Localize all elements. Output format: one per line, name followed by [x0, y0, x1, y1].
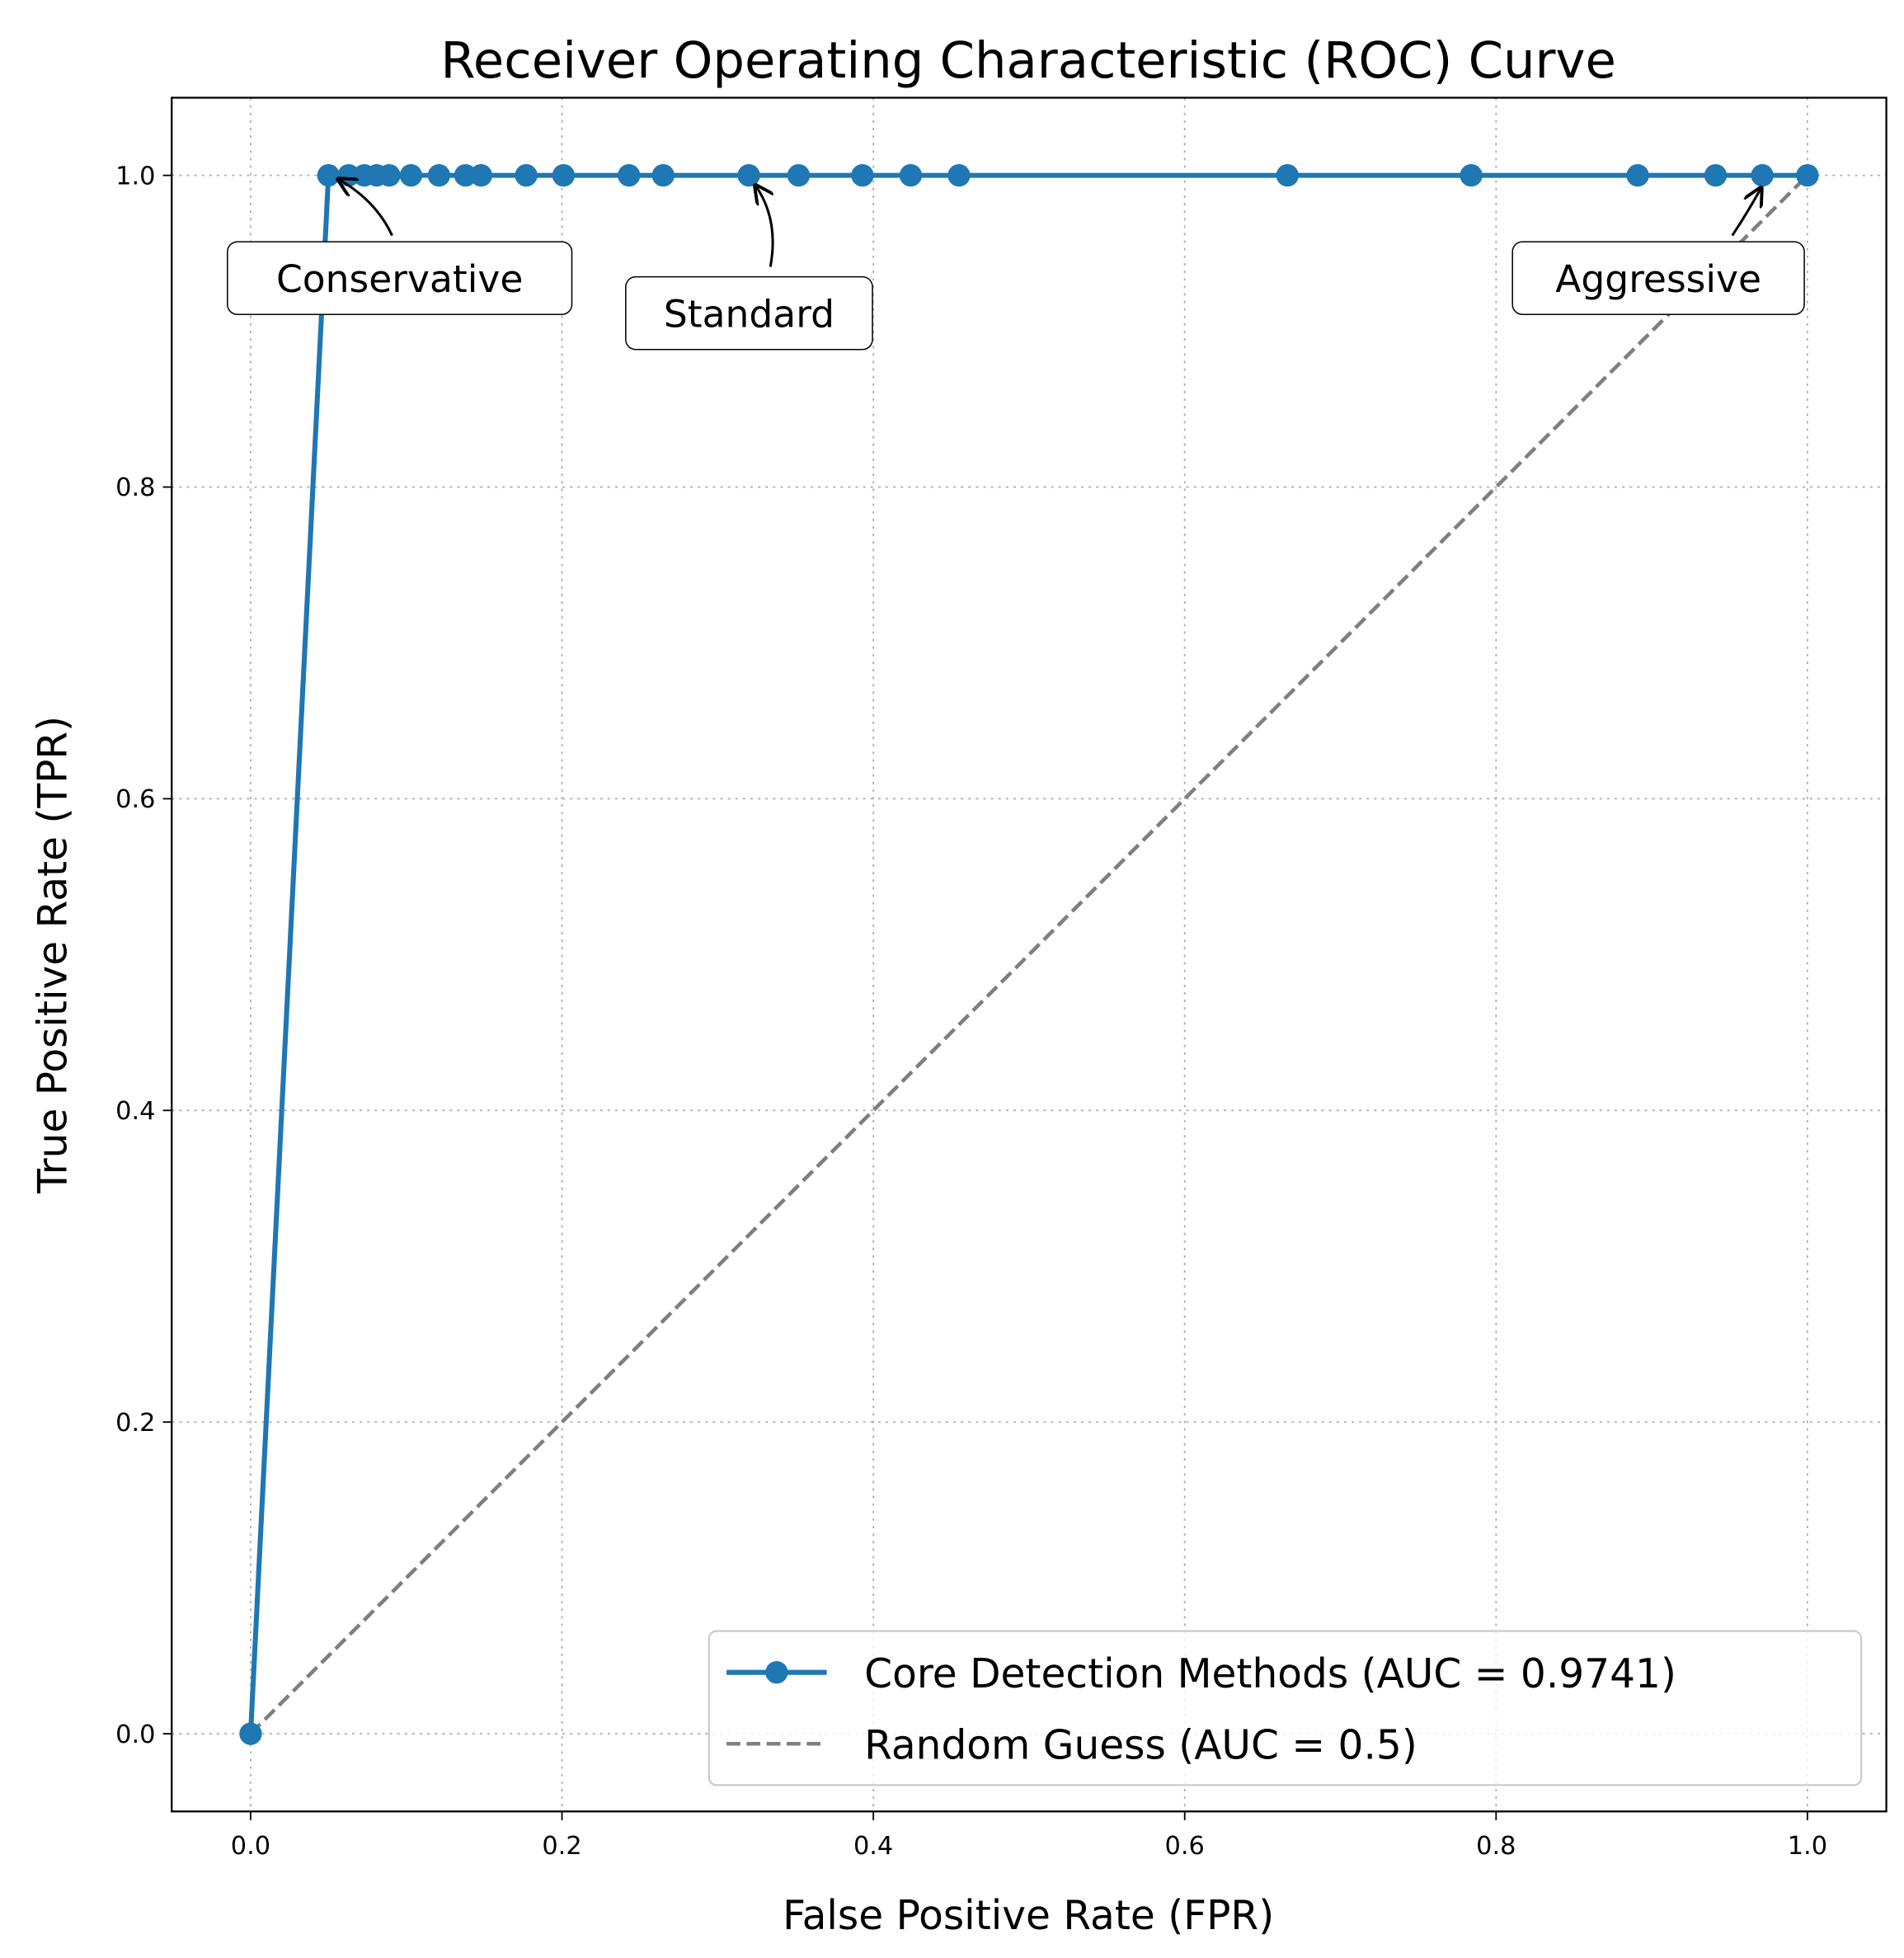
annotation-arrow — [755, 186, 774, 267]
legend-label-random: Random Guess (AUC = 0.5) — [864, 1722, 1417, 1768]
annotation-box — [227, 241, 573, 315]
roc-point — [851, 163, 874, 187]
roc-point — [427, 163, 451, 187]
x-tick-label: 0.8 — [1476, 1832, 1516, 1861]
annotation-label: Aggressive — [1555, 257, 1761, 301]
roc-point — [618, 163, 641, 187]
annotation-arrow — [1731, 188, 1761, 237]
x-tick-label: 0.4 — [853, 1832, 893, 1861]
roc-point — [1751, 163, 1774, 187]
annotation-box — [1511, 241, 1805, 315]
roc-point — [787, 163, 811, 187]
y-tick-label: 1.0 — [115, 162, 155, 191]
roc-point — [651, 163, 675, 187]
annotation-label: Standard — [664, 292, 834, 336]
annotation-label: Conservative — [276, 257, 523, 301]
legend-label-roc: Core Detection Methods (AUC = 0.9741) — [864, 1651, 1676, 1697]
roc-point — [378, 163, 401, 187]
roc-point — [469, 163, 493, 187]
roc-point — [899, 163, 923, 187]
roc-point — [947, 163, 971, 187]
x-tick-label: 1.0 — [1788, 1832, 1827, 1861]
annotation-box — [625, 275, 873, 351]
y-tick-label: 0.2 — [115, 1409, 155, 1438]
roc-point — [239, 1722, 262, 1745]
legend-box — [708, 1630, 1863, 1786]
x-axis-label: False Positive Rate (FPR) — [783, 1893, 1274, 1939]
roc-point — [454, 163, 477, 187]
y-tick-label: 0.8 — [115, 473, 155, 502]
roc-point — [737, 163, 760, 187]
roc-point — [1276, 163, 1299, 187]
roc-point — [552, 163, 576, 187]
y-axis-label: True Positive Rate (TPR) — [31, 716, 77, 1194]
plot-frame — [171, 96, 1888, 1813]
x-tick-label: 0.0 — [231, 1832, 270, 1861]
y-tick-label: 0.0 — [115, 1720, 155, 1749]
roc-point — [1626, 163, 1649, 187]
y-tick-label: 0.4 — [115, 1097, 155, 1126]
roc-point — [399, 163, 423, 187]
legend: Core Detection Methods (AUC = 0.9741) Ra… — [708, 1630, 1863, 1786]
x-tick-label: 0.6 — [1165, 1832, 1205, 1861]
roc-point — [317, 163, 340, 187]
annotation-arrow — [338, 179, 393, 237]
roc-point — [1460, 163, 1483, 187]
random-guess-line — [249, 174, 1809, 1735]
x-tick-label: 0.2 — [542, 1832, 581, 1861]
roc-point — [515, 163, 538, 187]
chart-title: Receiver Operating Characteristic (ROC) … — [440, 32, 1615, 90]
legend-marker-roc — [765, 1661, 788, 1684]
y-tick-label: 0.6 — [115, 785, 155, 814]
roc-point — [1704, 163, 1728, 187]
roc-point — [1796, 163, 1819, 187]
